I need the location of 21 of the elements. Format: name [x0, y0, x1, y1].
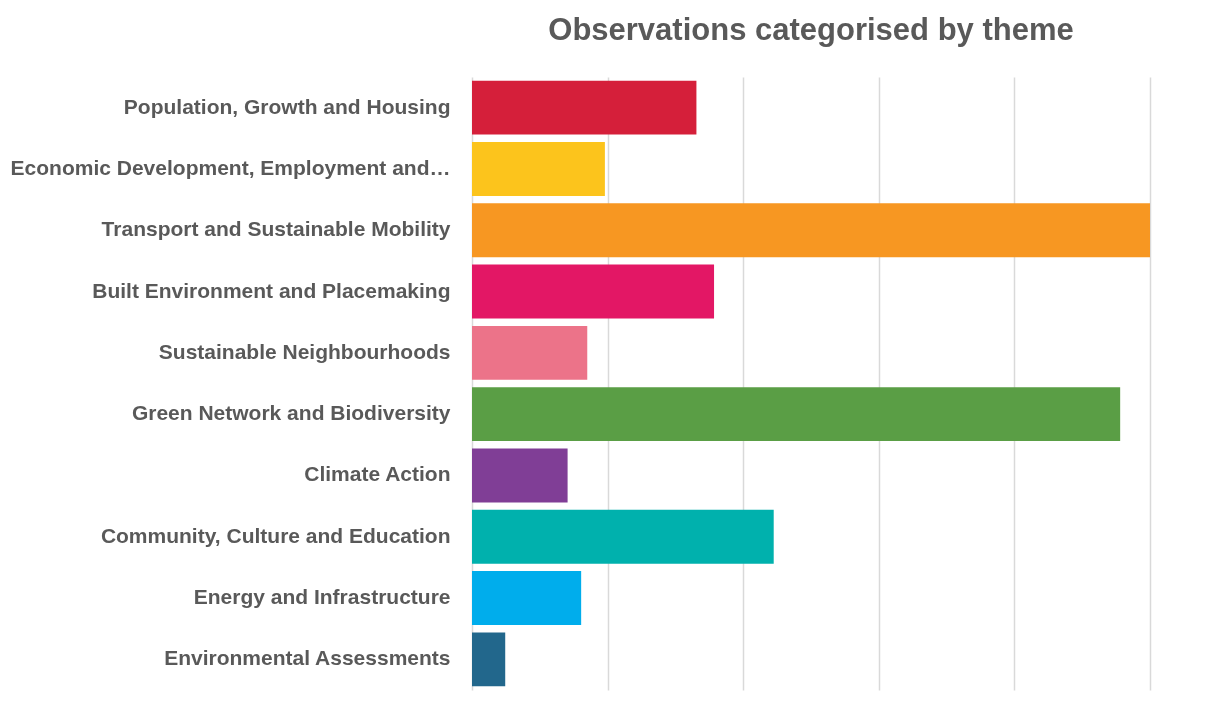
- bar: [472, 509, 774, 564]
- bar: [472, 448, 568, 503]
- y-tick-label: Community, Culture and Education: [100, 523, 451, 547]
- y-tick-label: Green Network and Biodiversity: [131, 401, 451, 425]
- y-tick-label: Energy and Infrastructure: [193, 585, 451, 609]
- chart-title: Observations categorised by theme: [548, 12, 1074, 47]
- y-tick-label: Economic Development, Employment and…: [10, 155, 451, 179]
- y-tick-label: Climate Action: [304, 462, 451, 486]
- bar: [472, 571, 582, 626]
- bar: [472, 203, 1150, 258]
- bar: [472, 387, 1121, 442]
- y-tick-label: Sustainable Neighbourhoods: [158, 339, 451, 363]
- y-tick-label: Environmental Assessments: [164, 646, 451, 670]
- bar: [472, 80, 697, 135]
- bar: [472, 264, 715, 319]
- y-tick-label: Transport and Sustainable Mobility: [101, 217, 451, 241]
- bar: [472, 632, 506, 687]
- y-tick-label: Population, Growth and Housing: [123, 94, 451, 118]
- bar: [472, 141, 605, 196]
- bar: [472, 325, 588, 380]
- y-tick-label: Built Environment and Placemaking: [92, 278, 451, 302]
